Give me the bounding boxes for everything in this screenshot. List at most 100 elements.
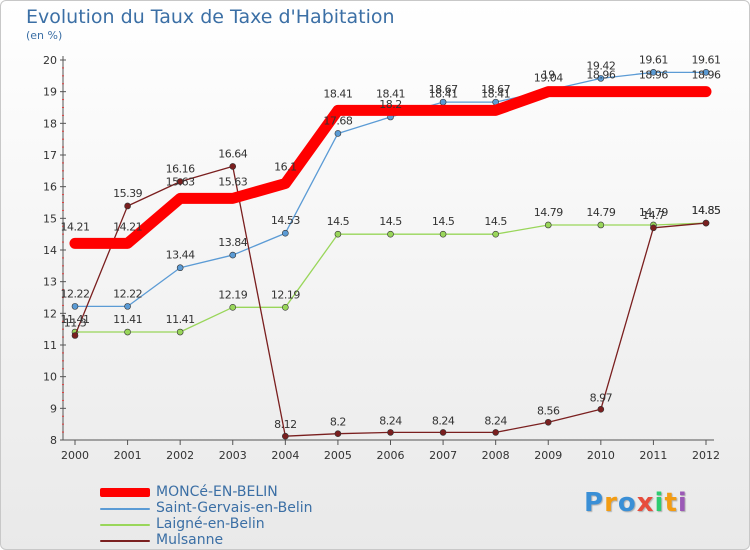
y-tick-label: 20 [43, 54, 57, 67]
data-label: 18.96 [692, 69, 721, 82]
data-label: 13.44 [166, 249, 195, 262]
logo-letter: i [677, 488, 688, 518]
data-label: 14.79 [639, 206, 668, 219]
data-label: 19.04 [534, 71, 563, 84]
data-point [439, 429, 447, 436]
data-point [176, 178, 184, 185]
data-label: 12.19 [271, 288, 300, 301]
data-label: 14.85 [692, 204, 721, 217]
data-point [71, 303, 79, 310]
data-point [229, 251, 237, 259]
data-label: 14.5 [484, 215, 507, 228]
data-point [334, 230, 342, 238]
legend-swatch-mulsanne [100, 540, 150, 542]
data-label: 12.19 [218, 288, 247, 301]
data-label: 18.2 [379, 98, 402, 111]
data-label: 19 [542, 69, 555, 82]
legend-item-mulsanne: Mulsanne [100, 532, 360, 548]
data-label: 8.2 [330, 416, 346, 429]
logo-letter: t [664, 488, 678, 518]
data-label: 8.12 [274, 418, 297, 431]
data-point [702, 69, 710, 76]
x-tick-label: 2010 [587, 449, 615, 462]
legend-label-monce: MONCé-EN-BELIN [156, 484, 278, 500]
data-label: 11.41 [61, 313, 90, 326]
x-tick-label: 2008 [482, 449, 510, 462]
y-tick-label: 16 [43, 181, 57, 194]
data-label: 16.1 [274, 161, 297, 174]
y-tick-label: 9 [50, 402, 57, 415]
data-label: 12.22 [113, 287, 142, 300]
data-point [387, 230, 394, 238]
data-label: 15.39 [113, 187, 142, 200]
y-tick-label: 8 [50, 434, 57, 447]
legend-swatch-laigne [100, 524, 150, 526]
data-label: 14.21 [113, 220, 142, 233]
data-label: 18.41 [429, 87, 458, 100]
series-line-0 [69, 86, 712, 249]
data-label: 16.16 [166, 163, 195, 176]
data-point [176, 264, 184, 272]
data-label: 11.41 [166, 313, 195, 326]
data-point [650, 224, 657, 232]
data-label: 18.41 [323, 87, 352, 100]
x-tick-label: 2007 [429, 449, 457, 462]
proxiti-logo: Proxiti [584, 488, 688, 518]
data-point [650, 69, 657, 76]
legend-swatch-monce [100, 488, 150, 497]
data-label: 14.5 [432, 215, 455, 228]
data-label: 14.85 [692, 204, 721, 217]
y-tick-label: 14 [43, 244, 57, 257]
logo-letter: i [654, 488, 665, 518]
data-label: 8.24 [432, 414, 455, 427]
data-label: 19.61 [639, 53, 668, 66]
data-point [282, 304, 289, 311]
legend-item-monce: MONCé-EN-BELIN [100, 484, 360, 500]
data-label: 17.68 [323, 114, 352, 127]
logo-letter: o [617, 488, 637, 518]
data-point [492, 429, 499, 436]
data-point [124, 303, 131, 310]
legend-swatch-saint-gervais [100, 508, 150, 510]
data-label: 14.79 [534, 206, 563, 219]
data-point [282, 432, 289, 440]
data-label: 8.24 [484, 414, 507, 427]
data-point [229, 163, 237, 170]
y-tick-label: 19 [43, 86, 57, 99]
x-tick-label: 2000 [61, 449, 89, 462]
data-label: 14.79 [586, 206, 615, 219]
data-label: 18.41 [376, 87, 405, 100]
data-label: 11.41 [113, 313, 142, 326]
data-point [71, 332, 79, 339]
x-tick-label: 2006 [377, 449, 405, 462]
data-point [439, 230, 447, 238]
data-point [544, 418, 552, 426]
data-label: 15.63 [218, 175, 247, 188]
data-point [597, 405, 605, 413]
y-tick-label: 10 [43, 371, 57, 384]
data-label: 8.97 [590, 391, 613, 404]
x-tick-label: 2004 [271, 449, 299, 462]
logo-letter: x [636, 488, 655, 518]
y-tick-label: 13 [43, 276, 57, 289]
data-label: 14.5 [327, 215, 350, 228]
data-label: 18.67 [429, 83, 458, 96]
data-label: 14.7 [642, 209, 665, 222]
data-point [702, 219, 710, 227]
data-label: 19.61 [692, 53, 721, 66]
x-tick-label: 2005 [324, 449, 352, 462]
logo-letter: r [604, 488, 618, 518]
x-tick-label: 2011 [639, 449, 667, 462]
data-point [597, 221, 605, 229]
legend-label-mulsanne: Mulsanne [156, 532, 224, 548]
data-label: 16.64 [218, 147, 247, 160]
data-point [124, 328, 131, 336]
data-point [124, 202, 131, 210]
data-point [334, 430, 342, 437]
legend-item-saint-gervais: Saint-Gervais-en-Belin [100, 500, 360, 516]
y-tick-label: 18 [43, 117, 57, 130]
data-label: 15.63 [166, 175, 195, 188]
data-label: 8.56 [537, 404, 560, 417]
x-tick-label: 2009 [534, 449, 562, 462]
